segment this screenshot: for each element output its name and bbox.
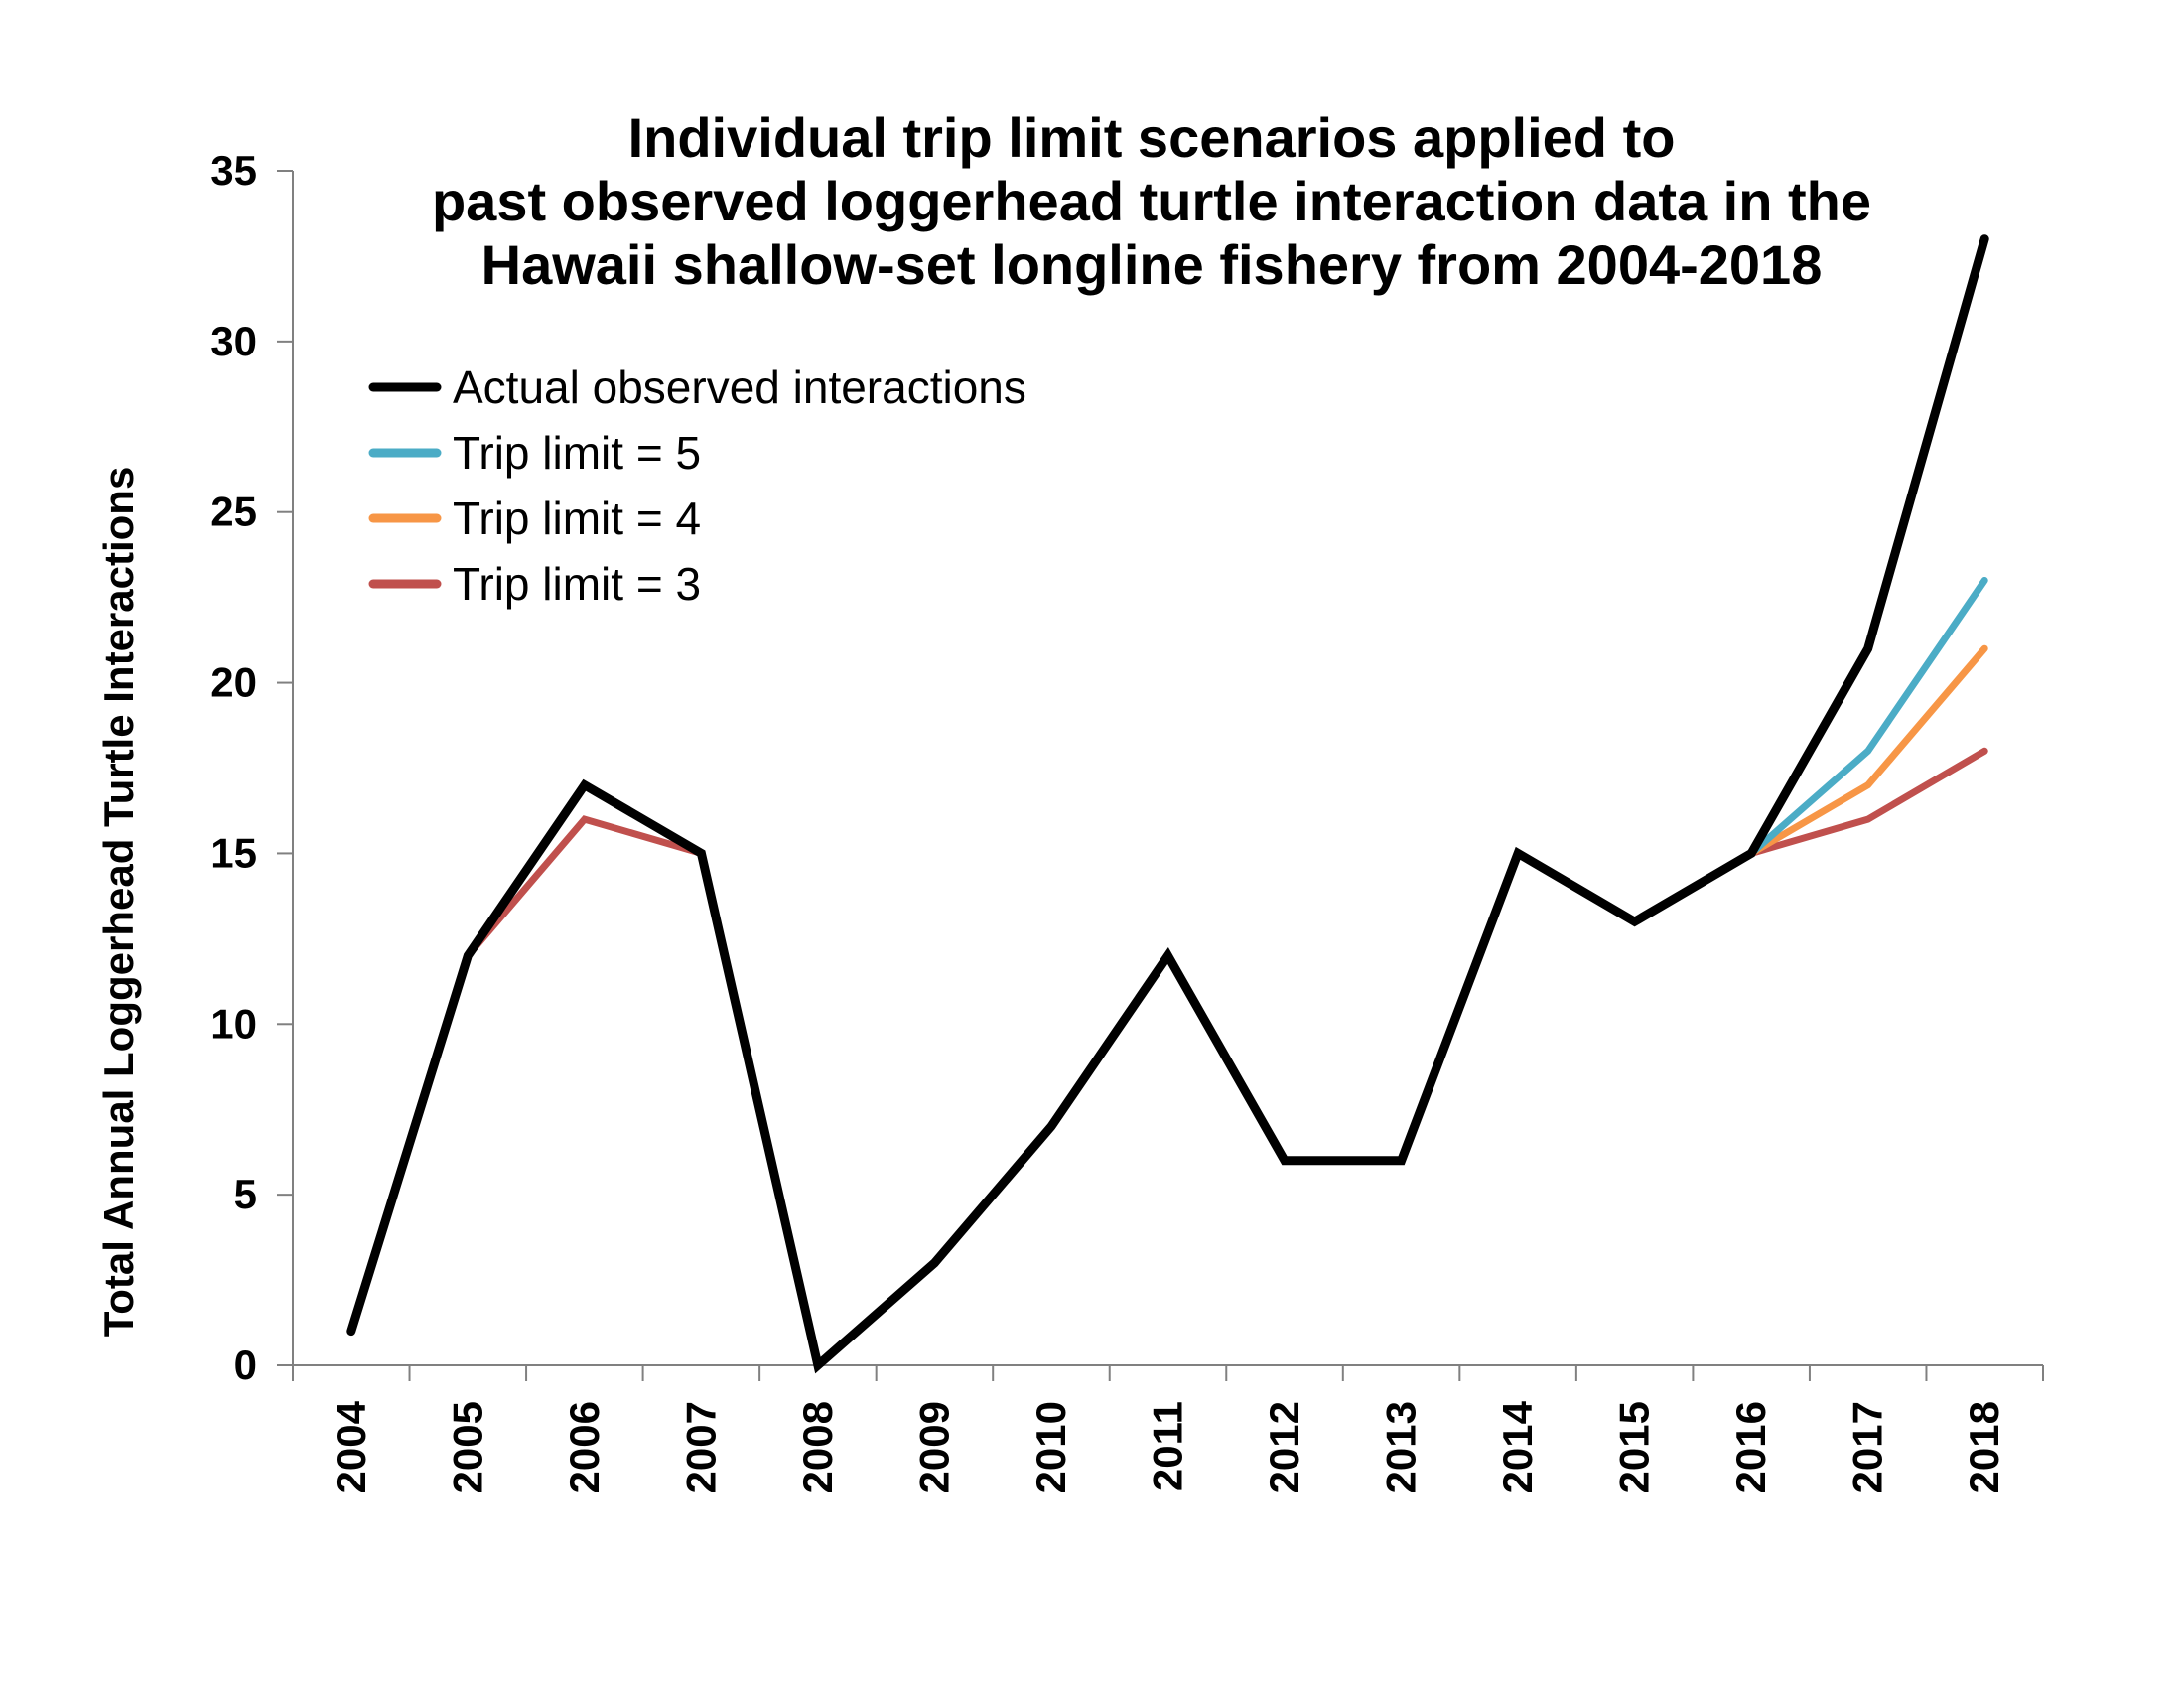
y-tick-label: 35: [210, 147, 257, 194]
legend-label: Trip limit = 4: [453, 493, 701, 544]
x-tick-label: 2004: [328, 1400, 374, 1493]
y-tick-label: 20: [210, 659, 257, 706]
y-tick-label: 5: [234, 1171, 257, 1217]
x-tick-label: 2014: [1494, 1400, 1541, 1493]
x-tick-label: 2012: [1261, 1401, 1307, 1493]
x-tick-label: 2009: [910, 1401, 957, 1493]
x-tick-label: 2015: [1611, 1401, 1658, 1493]
x-tick-label: 2007: [677, 1401, 724, 1493]
x-tick-label: 2005: [444, 1401, 490, 1493]
y-tick-label: 0: [234, 1341, 257, 1388]
x-tick-label: 2006: [561, 1401, 608, 1493]
legend-label: Trip limit = 3: [453, 558, 701, 610]
x-tick-label: 2008: [794, 1401, 841, 1493]
legend-label: Trip limit = 5: [453, 427, 701, 479]
x-tick-label: 2018: [1961, 1401, 2007, 1493]
y-tick-label: 25: [210, 489, 257, 535]
x-tick-label: 2016: [1727, 1401, 1774, 1493]
x-tick-label: 2010: [1027, 1401, 1074, 1493]
chart-title-line-1: Individual trip limit scenarios applied …: [628, 106, 1676, 169]
y-axis-title: Total Annual Loggerhead Turtle Interacti…: [95, 467, 142, 1338]
chart-title: Individual trip limit scenarios applied …: [432, 106, 1871, 296]
series-line: [1751, 581, 1984, 854]
legend-label: Actual observed interactions: [453, 361, 1026, 413]
y-tick-label: 15: [210, 829, 257, 876]
legend: Actual observed interactions Trip limit =…: [373, 361, 1026, 610]
chart-title-line-2: past observed loggerhead turtle interact…: [432, 170, 1871, 232]
x-tick-label: 2017: [1844, 1401, 1891, 1493]
y-tick-label: 10: [210, 1000, 257, 1047]
chart-title-line-3: Hawaii shallow-set longline fishery from…: [481, 233, 1823, 296]
x-tick-label: 2011: [1145, 1401, 1191, 1491]
x-tick-label: 2013: [1378, 1401, 1425, 1493]
y-tick-label: 30: [210, 318, 257, 364]
